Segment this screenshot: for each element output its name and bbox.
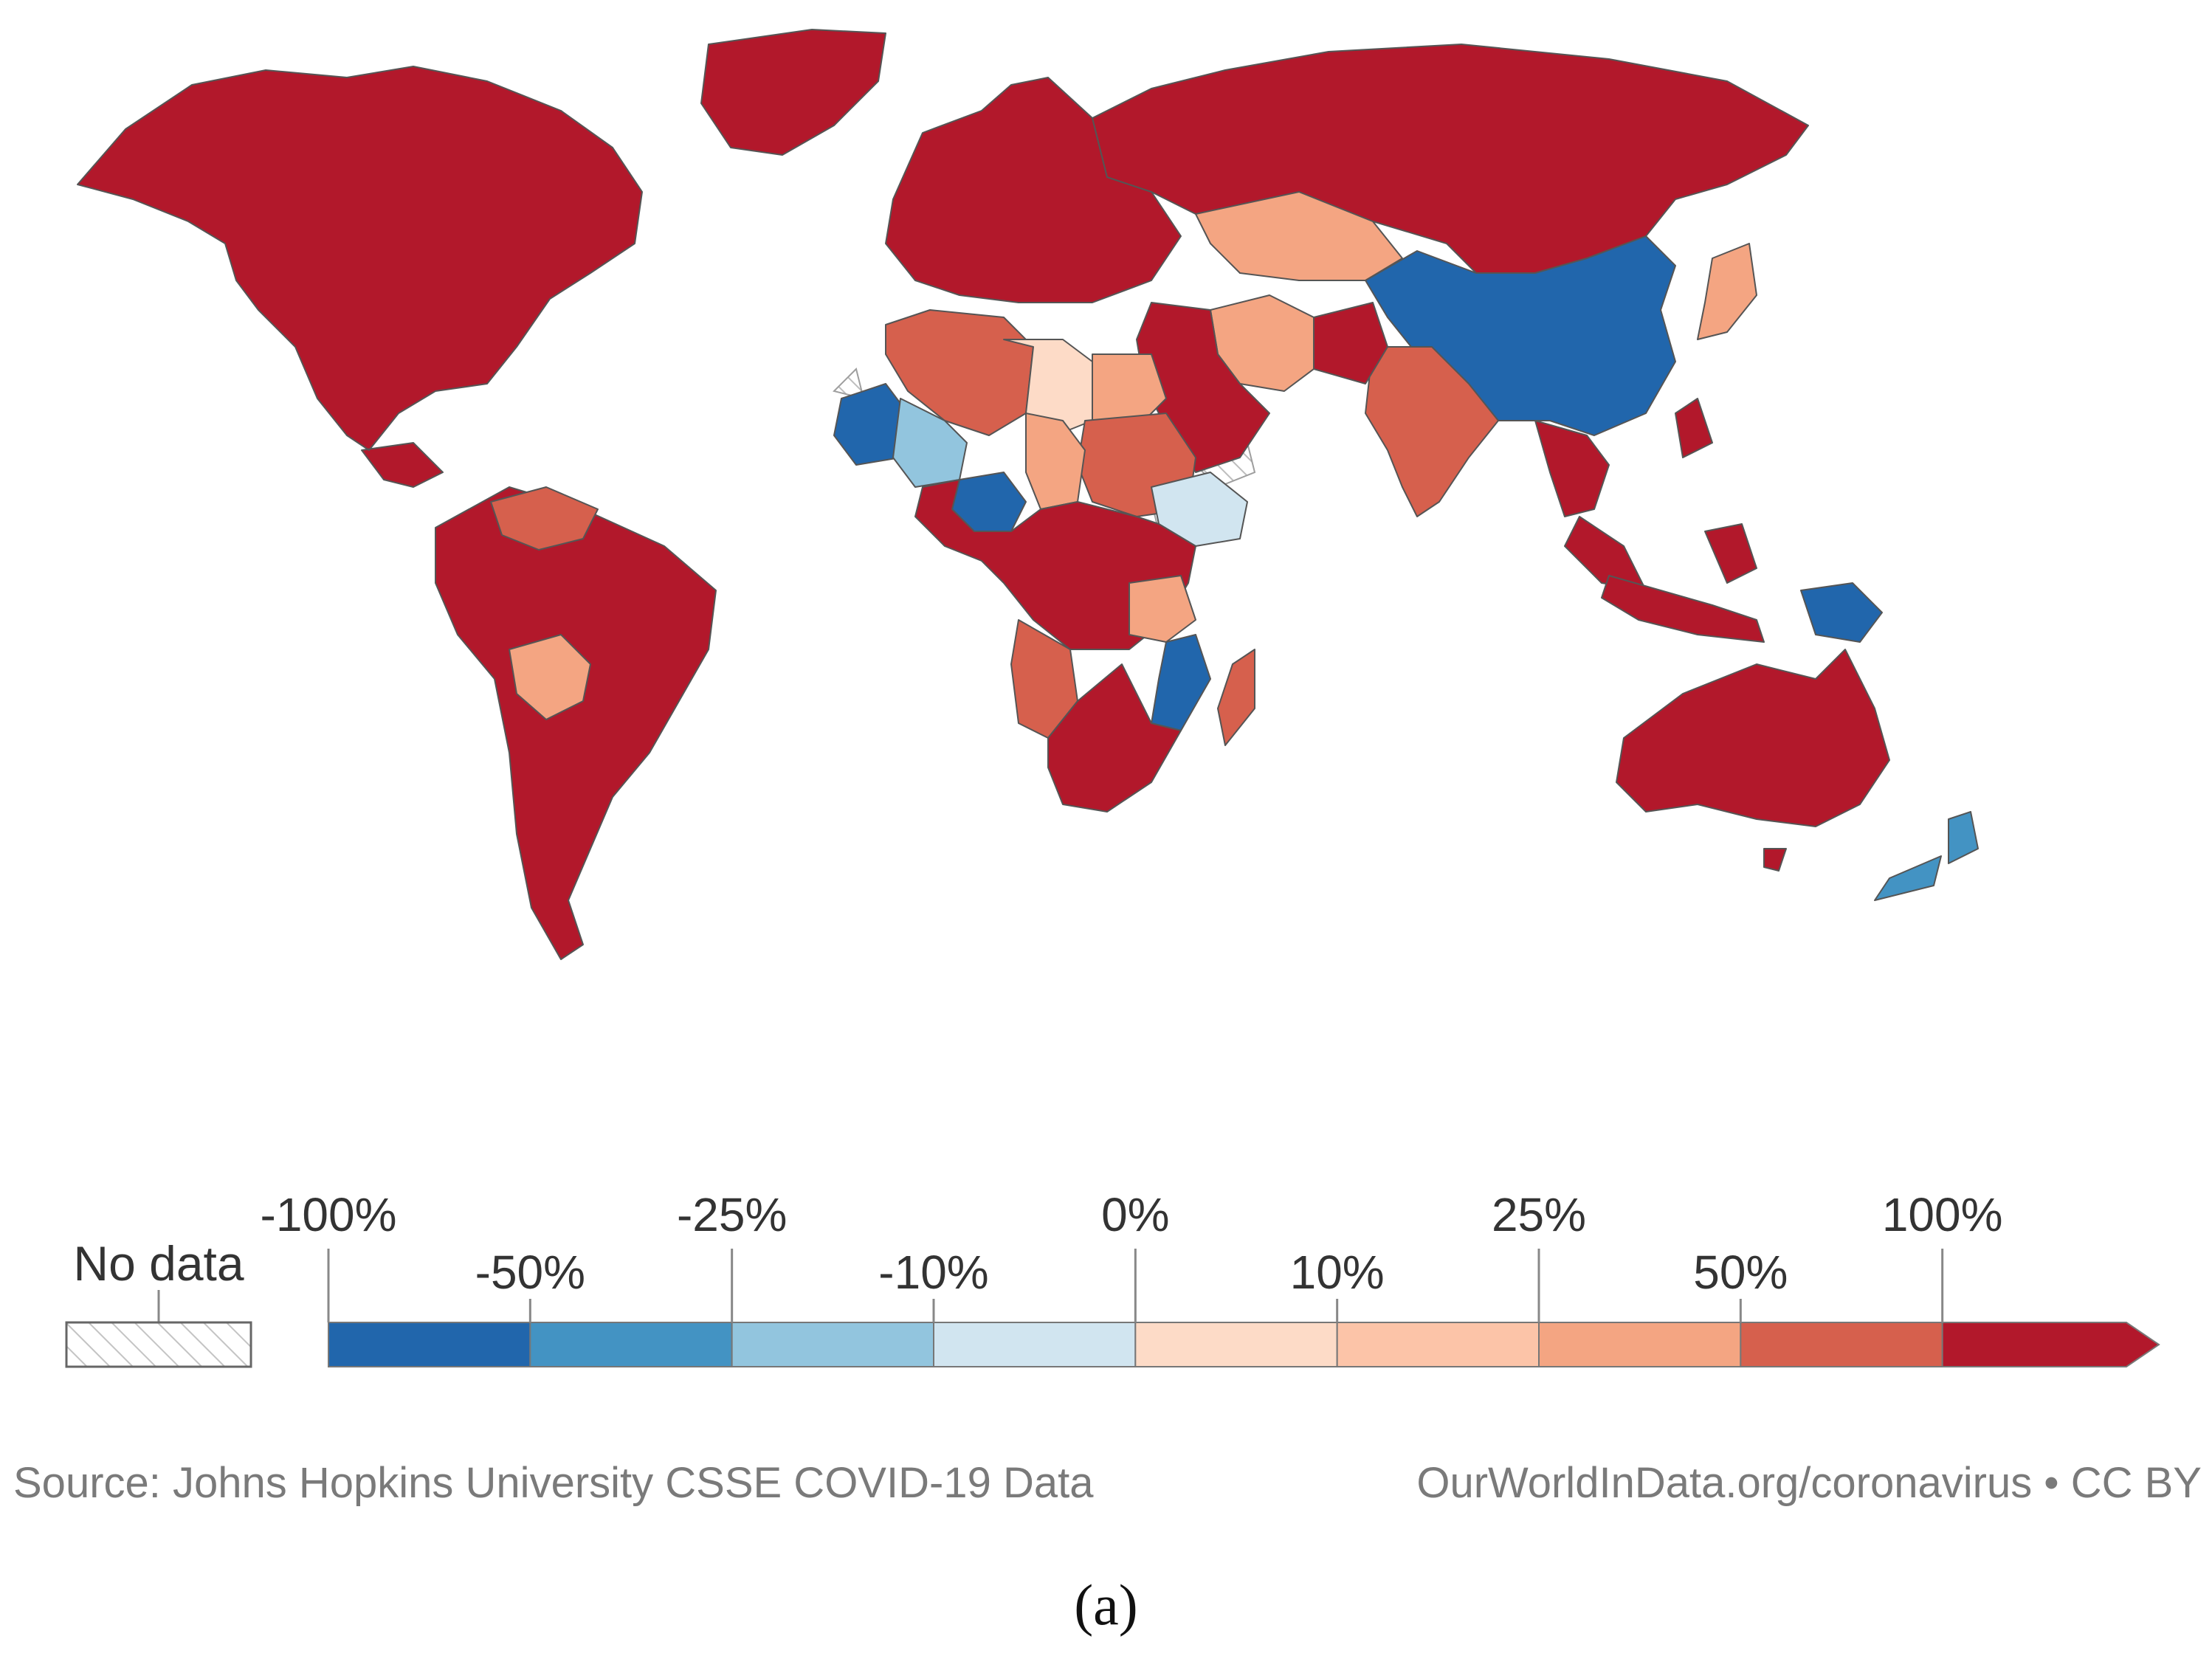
region-egypt [1092,353,1167,429]
region-tanzania [1129,575,1196,643]
legend-tick-label: 10% [1290,1246,1385,1299]
legend-tick-label: 0% [1101,1188,1170,1241]
region-venezuela [490,486,599,551]
regions-layer [77,29,1979,960]
legend-tick-label: 25% [1492,1188,1586,1241]
source-note: Source: Johns Hopkins University CSSE CO… [13,1459,1094,1507]
figure-caption: (a) [1074,1573,1138,1637]
legend-tick-label: -100% [261,1188,397,1241]
region-libya [1003,339,1093,436]
region-bolivia [509,634,591,720]
region-russia [1092,44,1809,274]
region-japan [1697,243,1757,340]
legend-tick-label: -25% [677,1188,787,1241]
legend-bins [328,1322,2160,1367]
legend-swatch-bin_neg_100_neg_50 [328,1322,531,1367]
region-southeast-asia [1534,398,1713,591]
legend-tick-label: -50% [475,1246,585,1299]
region-india [1365,346,1499,517]
world-map-svg [77,29,1979,960]
legend-swatch-bin_neg_25_neg_10 [731,1322,935,1367]
region-greenland [700,29,886,156]
region-indonesia [1601,523,1765,643]
legend-tick-label: -10% [878,1246,988,1299]
color-legend: No data -100% -25% 0% 25% 100% -50% -10% 10% 50% [65,1188,2160,1368]
credit-note: OurWorldInData.org/coronavirus • CC BY [1416,1459,2202,1507]
legend-swatch-bin_neg_10_0 [933,1322,1137,1367]
region-algeria [885,309,1034,436]
region-south-america [435,486,717,960]
region-papua-new-guinea [1800,582,1883,643]
region-central-africa [914,479,1196,650]
region-europe [885,77,1182,303]
legend-swatch-bin_50_100 [1740,1322,1943,1367]
region-new-zealand [1874,811,1979,901]
region-southern-africa [1047,663,1182,813]
world-map [77,29,1979,960]
legend-tick-label: 100% [1882,1188,2003,1241]
legend-ticks: -100% -25% 0% 25% 100% -50% -10% 10% 50% [261,1188,2003,1322]
legend-swatch-bin_10_25 [1336,1322,1540,1367]
no-data-label: No data [73,1236,244,1291]
legend-tick-label: 50% [1693,1246,1788,1299]
legend-swatch-bin_100_plus [1941,1322,2160,1367]
no-data-swatch [65,1321,252,1368]
no-data-area [833,368,865,400]
legend-swatch-bin_0_10 [1134,1322,1338,1367]
region-madagascar [1217,649,1255,746]
region-north-america [77,66,643,488]
region-australia [1616,649,1890,872]
legend-swatch-bin_neg_50_neg_25 [529,1322,733,1367]
region-mozambique [1151,634,1211,731]
legend-swatch-bin_25_50 [1538,1322,1742,1367]
